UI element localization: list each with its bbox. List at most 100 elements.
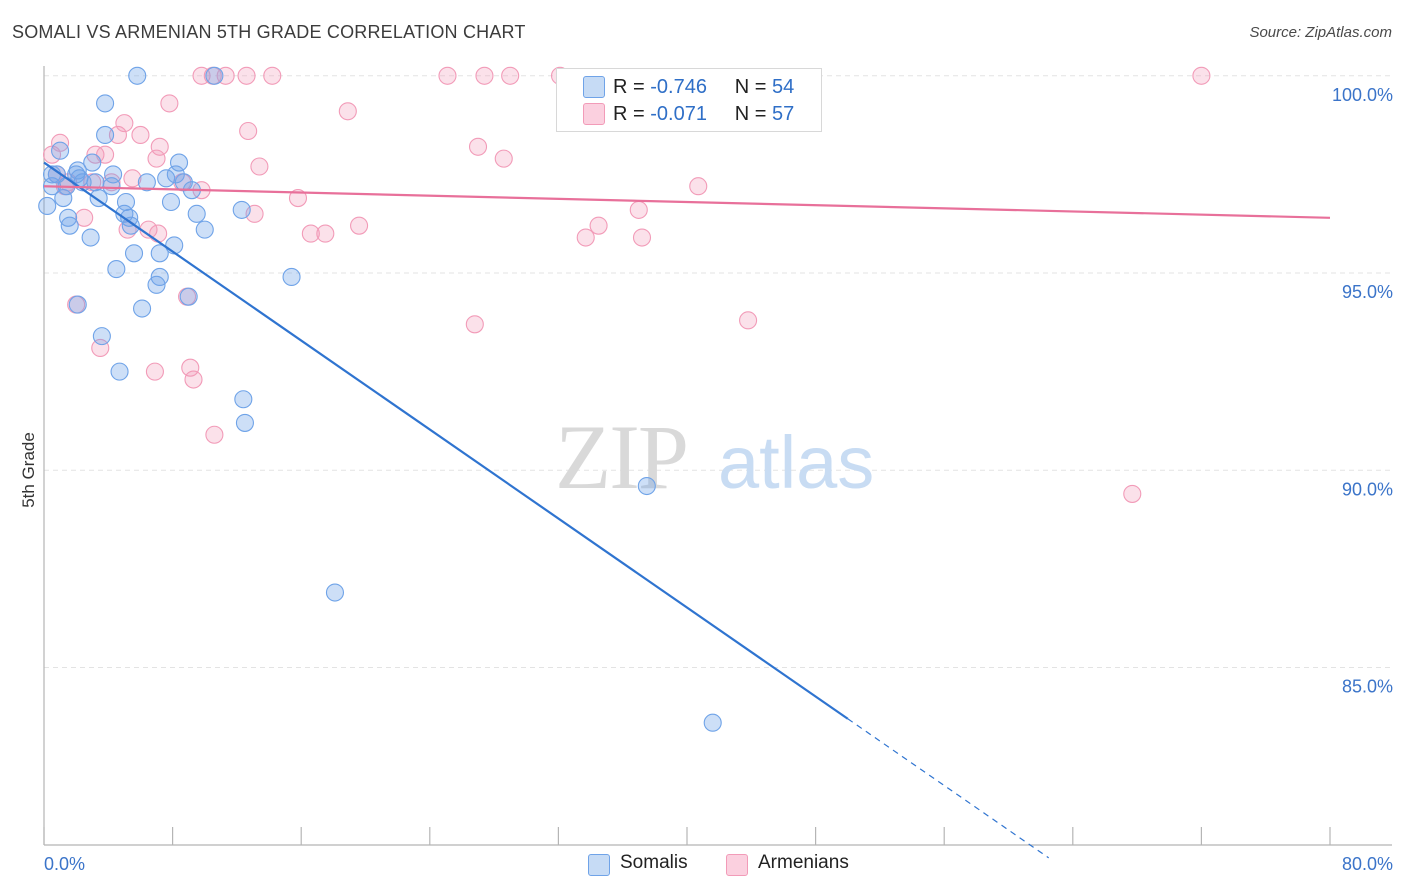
correlation-legend: R = -0.746 N = 54 R = -0.071 N = 57 <box>556 68 822 132</box>
armenian-point <box>123 169 142 188</box>
armenian-point <box>75 208 94 227</box>
y-tick-label: 95.0% <box>1342 282 1393 302</box>
legend-swatch-somalis <box>583 76 605 98</box>
y-tick-label: 85.0% <box>1342 676 1393 696</box>
armenian-point <box>237 66 256 85</box>
armenian-point <box>250 157 269 176</box>
armenian-point <box>316 224 335 243</box>
legend-r-value: -0.746 <box>650 75 707 98</box>
armenian-point <box>263 66 282 85</box>
somali-point <box>54 189 73 208</box>
armenian-point <box>149 224 168 243</box>
armenian-point <box>438 66 457 85</box>
armenian-point <box>350 216 369 235</box>
somali-point <box>68 295 87 314</box>
armenian-point <box>131 125 150 144</box>
armenian-point <box>689 177 708 196</box>
somali-point <box>83 153 102 172</box>
legend-n-label: N = <box>734 102 767 125</box>
armenian-point <box>475 66 494 85</box>
somali-point <box>195 220 214 239</box>
armenian-point <box>239 121 258 141</box>
somali-point <box>137 173 156 192</box>
axes <box>43 66 1392 846</box>
somali-point <box>232 200 251 219</box>
somali-point <box>96 94 115 113</box>
armenian-point <box>576 228 595 247</box>
somali-point <box>150 267 169 287</box>
y-axis-label: 5th Grade <box>19 432 38 508</box>
series-label-armenians: Armenians <box>758 852 849 873</box>
somali-point <box>121 216 140 235</box>
somali-point <box>81 228 100 247</box>
axis-labels: 85.0% 90.0% 95.0% 100.0% 0.0% 80.0% 5th Grade <box>19 85 1393 874</box>
somali-point <box>703 713 722 732</box>
series-swatch-somalis <box>588 854 610 876</box>
somalis-trend-line <box>43 161 849 720</box>
series-label-somalis: Somalis <box>620 852 688 873</box>
somali-point <box>60 216 79 235</box>
series-swatch-armenians <box>726 854 748 876</box>
armenian-point <box>184 370 203 389</box>
legend-n-label: N = <box>734 75 767 98</box>
armenian-point <box>465 315 484 334</box>
legend-n-value: 57 <box>772 102 795 125</box>
armenian-point <box>51 133 70 152</box>
armenian-point <box>589 216 608 235</box>
somali-point <box>124 244 144 263</box>
armenian-point <box>301 224 320 243</box>
armenian-point <box>145 362 164 381</box>
somali-point <box>187 204 206 223</box>
somali-point <box>205 66 224 85</box>
armenians-trend-line <box>43 185 1331 219</box>
somali-point <box>38 196 57 216</box>
y-tick-label: 90.0% <box>1342 479 1393 499</box>
armenian-point <box>150 137 169 156</box>
somali-point <box>51 141 70 160</box>
legend-swatch-armenians <box>583 103 605 125</box>
armenian-point <box>108 125 127 144</box>
armenian-point <box>147 149 166 168</box>
somali-point <box>169 153 189 172</box>
watermark-zip: ZIP <box>555 406 687 508</box>
somali-point <box>234 390 253 409</box>
somali-point <box>116 192 136 212</box>
somali-point <box>179 287 198 306</box>
legend-n-value: 54 <box>772 75 795 98</box>
somali-point <box>282 267 301 287</box>
armenian-point <box>629 200 648 219</box>
somali-point <box>161 192 181 212</box>
legend-r-value: -0.071 <box>650 102 707 125</box>
somali-point <box>110 362 129 381</box>
somalis-points <box>38 66 722 732</box>
armenian-point <box>501 66 520 85</box>
legend-r-label: R = <box>613 102 645 125</box>
armenian-point <box>181 358 200 377</box>
chart-title: SOMALI VS ARMENIAN 5TH GRADE CORRELATION… <box>12 22 526 42</box>
source-label: Source: ZipAtlas.com <box>1249 24 1392 41</box>
y-tick-label: 100.0% <box>1332 85 1393 105</box>
somali-point <box>235 413 254 432</box>
somali-point <box>150 244 169 263</box>
grid <box>44 75 1392 668</box>
somali-point <box>107 260 126 279</box>
armenian-point <box>632 228 652 247</box>
watermark-atlas: atlas <box>718 421 874 504</box>
somali-point <box>637 476 656 496</box>
armenian-point <box>338 102 357 121</box>
somali-point <box>325 583 345 602</box>
somalis-trend-extension <box>847 718 1050 859</box>
legend-r-label: R = <box>613 75 645 98</box>
armenian-point <box>1192 66 1211 85</box>
somali-point <box>47 165 66 184</box>
somali-point <box>157 169 176 188</box>
armenian-point <box>739 311 758 330</box>
trend-lines <box>43 161 1331 859</box>
somali-point <box>104 165 123 184</box>
somali-point <box>133 299 152 318</box>
armenian-point <box>115 114 134 133</box>
armenian-point <box>494 149 513 168</box>
somali-point <box>92 327 111 346</box>
armenian-point <box>205 425 224 444</box>
